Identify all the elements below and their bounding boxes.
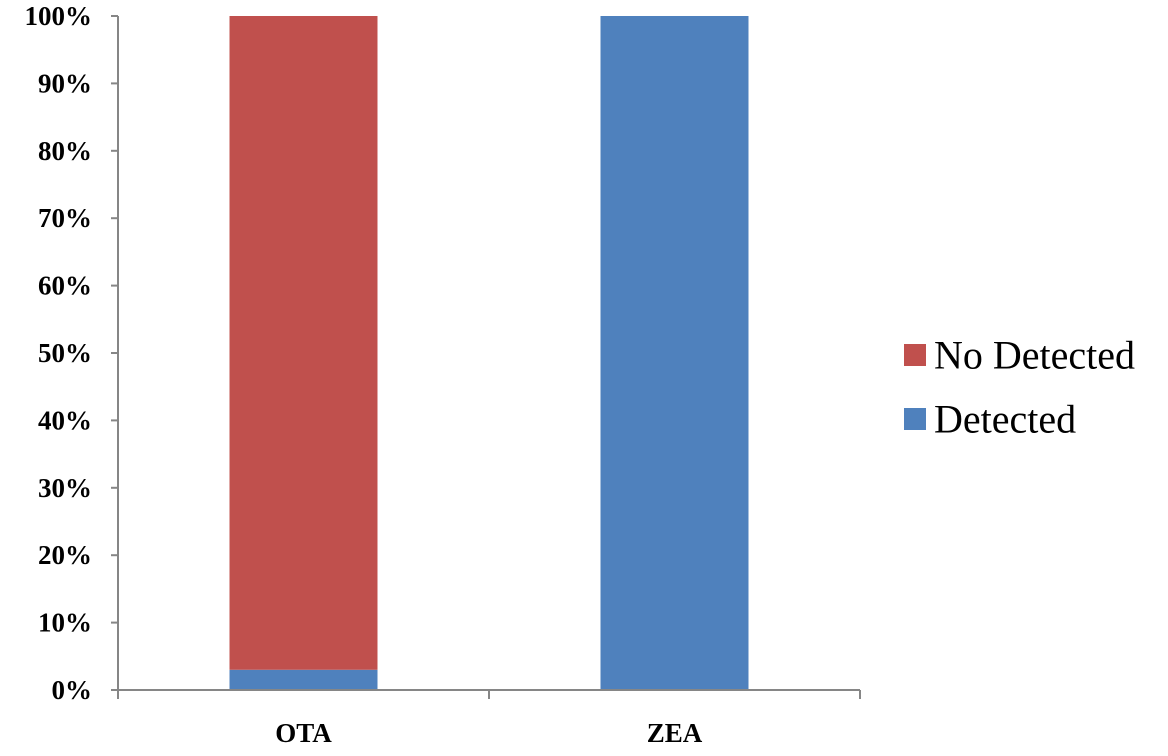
- x-category-label: ZEA: [647, 718, 703, 748]
- y-tick-label: 100%: [25, 1, 93, 31]
- y-tick-label: 60%: [38, 271, 92, 301]
- y-tick-label: 10%: [38, 608, 92, 638]
- y-tick-label: 0%: [52, 675, 93, 705]
- legend-swatch: [904, 344, 926, 366]
- y-tick-label: 30%: [38, 473, 92, 503]
- legend-label: Detected: [934, 397, 1076, 442]
- bar-ota-detected: [229, 669, 378, 690]
- bar-zea-detected: [600, 16, 749, 690]
- legend-swatch: [904, 408, 926, 430]
- y-tick-label: 70%: [38, 203, 92, 233]
- legend: No Detected Detected: [904, 333, 1135, 442]
- y-axis: 0% 10% 20% 30% 40% 50% 60% 70% 80% 90% 100%: [25, 1, 119, 705]
- x-axis: OTA ZEA: [117, 689, 861, 748]
- bars: [229, 16, 749, 690]
- bar-ota-no-detected: [229, 16, 378, 670]
- y-tick-label: 20%: [38, 540, 92, 570]
- y-tick-label: 80%: [38, 136, 92, 166]
- legend-label: No Detected: [934, 333, 1135, 378]
- y-tick-label: 90%: [38, 68, 92, 98]
- x-category-label: OTA: [275, 718, 332, 748]
- y-tick-label: 50%: [38, 338, 92, 368]
- y-tick-label: 40%: [38, 405, 92, 435]
